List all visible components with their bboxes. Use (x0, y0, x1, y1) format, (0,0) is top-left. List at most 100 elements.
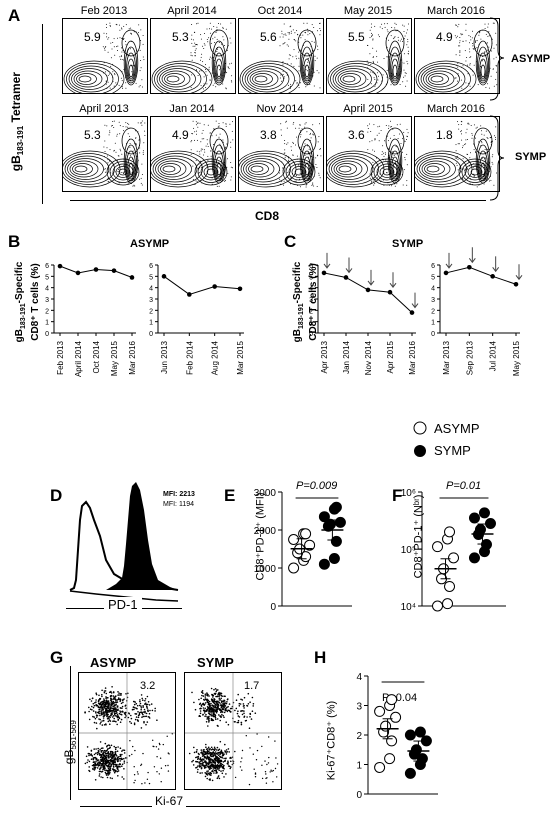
event-dot (378, 75, 379, 77)
event-dot (118, 121, 120, 123)
event-dot (206, 143, 208, 145)
event-dot (130, 41, 132, 42)
contour-ring (426, 165, 440, 173)
event-dot (115, 715, 118, 717)
event-dot (282, 43, 284, 45)
event-dot (382, 145, 384, 147)
event-dot (397, 36, 399, 38)
event-dot (100, 766, 102, 769)
event-dot (112, 42, 114, 43)
event-dot (369, 123, 370, 125)
event-dot (108, 37, 110, 39)
event-dot (275, 757, 277, 759)
event-dot (206, 762, 208, 764)
y-tick-label: 1 (431, 320, 435, 327)
event-dot (196, 756, 198, 758)
event-dot (246, 716, 248, 718)
event-dot (192, 39, 194, 41)
event-dot (194, 184, 196, 185)
event-dot (96, 767, 99, 769)
event-dot (134, 718, 137, 721)
event-dot (107, 703, 110, 706)
event-dot (383, 184, 385, 186)
event-dot (104, 763, 107, 766)
contour-ring (282, 158, 316, 186)
y-tick-label: 4 (45, 286, 49, 293)
event-dot (216, 746, 219, 749)
event-dot (481, 157, 483, 159)
event-dot (98, 770, 101, 773)
event-dot (386, 172, 388, 174)
event-dot (200, 759, 203, 761)
event-dot (222, 714, 224, 717)
event-dot (142, 715, 145, 718)
event-dot (194, 45, 196, 47)
asymp-point (386, 694, 398, 706)
event-dot (469, 165, 471, 167)
event-dot (135, 702, 138, 705)
event-dot (207, 747, 209, 750)
event-dot (198, 698, 200, 701)
event-dot (298, 84, 300, 86)
event-dot (113, 127, 115, 128)
event-dot (467, 168, 469, 170)
event-dot (296, 184, 298, 186)
contour-ring (67, 158, 104, 180)
y-tick-label: 10⁶ (401, 488, 416, 499)
event-dot (125, 82, 127, 84)
event-dot (139, 49, 141, 51)
event-dot (199, 122, 201, 124)
y-tick-label: 2 (309, 308, 313, 315)
event-dot (396, 124, 398, 126)
event-dot (111, 712, 114, 714)
event-dot (92, 715, 94, 718)
event-dot (107, 81, 109, 83)
event-dot (252, 703, 255, 705)
event-dot (92, 702, 95, 705)
event-dot (200, 749, 203, 751)
event-dot (117, 159, 118, 161)
event-dot (104, 711, 106, 713)
event-dot (211, 177, 213, 179)
event-dot (194, 42, 196, 44)
event-dot (107, 38, 109, 40)
event-dot (219, 715, 222, 718)
event-dot (469, 57, 471, 58)
event-dot (146, 721, 149, 723)
event-dot (295, 80, 297, 82)
event-dot (372, 166, 374, 168)
event-dot (106, 776, 109, 779)
event-dot (109, 746, 111, 749)
event-dot (210, 772, 213, 775)
event-dot (109, 766, 111, 768)
event-dot (213, 699, 216, 701)
y-tick-label: 4 (431, 286, 435, 293)
event-dot (389, 137, 391, 139)
event-dot (116, 24, 118, 26)
event-dot (227, 158, 228, 160)
event-dot (284, 149, 286, 151)
event-dot (487, 178, 489, 180)
event-dot (139, 152, 141, 154)
event-dot (454, 157, 456, 159)
event-dot (222, 703, 225, 705)
event-dot (286, 72, 288, 74)
flow-percent-value: 1.8 (436, 128, 453, 142)
panel-c-letter: C (284, 232, 297, 251)
event-dot (194, 49, 196, 51)
event-dot (191, 55, 193, 57)
event-dot (290, 146, 292, 148)
event-dot (458, 23, 460, 25)
event-dot (209, 772, 211, 774)
asymp-point (384, 753, 396, 765)
event-dot (211, 764, 214, 767)
event-dot (381, 77, 383, 79)
event-dot (388, 173, 390, 175)
event-dot (122, 87, 124, 89)
event-dot (472, 45, 474, 47)
event-dot (395, 23, 397, 25)
event-dot (313, 71, 315, 73)
event-dot (218, 695, 221, 697)
event-dot (215, 710, 218, 713)
gate-ellipse (385, 127, 405, 155)
